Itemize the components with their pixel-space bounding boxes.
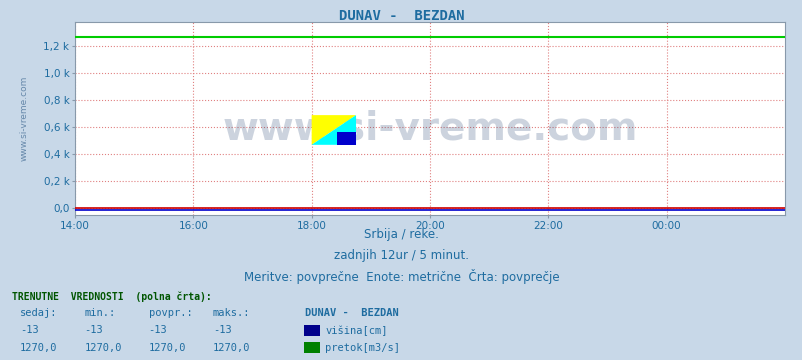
Text: maks.:: maks.: [213, 308, 250, 318]
Text: 1270,0: 1270,0 [20, 343, 58, 353]
Polygon shape [311, 115, 355, 145]
Text: -13: -13 [20, 325, 38, 336]
Text: 1270,0: 1270,0 [148, 343, 186, 353]
Text: povpr.:: povpr.: [148, 308, 192, 318]
Text: zadnjih 12ur / 5 minut.: zadnjih 12ur / 5 minut. [334, 249, 468, 262]
Text: 1270,0: 1270,0 [213, 343, 250, 353]
Text: min.:: min.: [84, 308, 115, 318]
Text: sedaj:: sedaj: [20, 308, 58, 318]
Text: -13: -13 [148, 325, 167, 336]
Bar [337, 132, 355, 145]
Text: pretok[m3/s]: pretok[m3/s] [325, 343, 399, 353]
Text: DUNAV -  BEZDAN: DUNAV - BEZDAN [305, 308, 399, 318]
Text: www.si-vreme.com: www.si-vreme.com [19, 76, 28, 161]
Polygon shape [311, 115, 355, 145]
Text: 1270,0: 1270,0 [84, 343, 122, 353]
Text: TRENUTNE  VREDNOSTI  (polna črta):: TRENUTNE VREDNOSTI (polna črta): [12, 292, 212, 302]
Text: -13: -13 [84, 325, 103, 336]
Text: www.si-vreme.com: www.si-vreme.com [222, 109, 637, 147]
Text: Meritve: povprečne  Enote: metrične  Črta: povprečje: Meritve: povprečne Enote: metrične Črta:… [243, 269, 559, 284]
Text: DUNAV -  BEZDAN: DUNAV - BEZDAN [338, 9, 464, 23]
Text: -13: -13 [213, 325, 231, 336]
Text: višina[cm]: višina[cm] [325, 325, 387, 336]
Text: Srbija / reke.: Srbija / reke. [363, 228, 439, 241]
